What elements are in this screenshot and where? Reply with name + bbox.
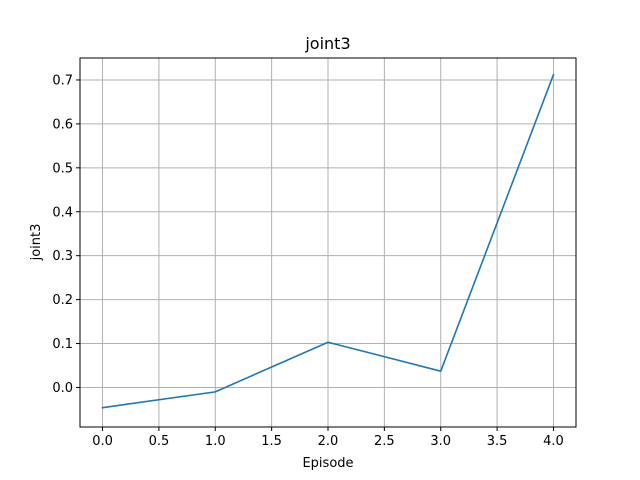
y-tick-label: 0.7 — [52, 73, 73, 88]
chart-title: joint3 — [304, 34, 350, 53]
y-tick-label: 0.0 — [52, 381, 73, 396]
x-tick-label: 1.0 — [205, 434, 226, 449]
x-tick-label: 4.0 — [543, 434, 564, 449]
y-axis-label: joint3 — [29, 224, 44, 262]
x-tick-label: 2.5 — [374, 434, 395, 449]
x-axis: 0.0 0.5 1.0 1.5 2.0 2.5 3.0 3.5 4.0 — [92, 427, 564, 449]
x-tick-label: 3.5 — [487, 434, 508, 449]
series-line — [101, 73, 555, 409]
grid — [80, 58, 576, 427]
x-tick-label: 1.5 — [261, 434, 282, 449]
x-tick-label: 0.0 — [92, 434, 113, 449]
y-tick-label: 0.5 — [52, 161, 73, 176]
y-axis: 0.0 0.1 0.2 0.3 0.4 0.5 0.6 0.7 — [52, 73, 80, 396]
y-tick-label: 0.1 — [52, 337, 73, 352]
y-tick-label: 0.3 — [52, 249, 73, 264]
x-tick-label: 2.0 — [318, 434, 339, 449]
x-tick-label: 0.5 — [149, 434, 170, 449]
y-tick-label: 0.4 — [52, 205, 73, 220]
x-tick-label: 3.0 — [430, 434, 451, 449]
x-axis-label: Episode — [302, 456, 353, 471]
series-layer — [101, 73, 555, 409]
y-tick-label: 0.2 — [52, 293, 73, 308]
y-tick-label: 0.6 — [52, 117, 73, 132]
